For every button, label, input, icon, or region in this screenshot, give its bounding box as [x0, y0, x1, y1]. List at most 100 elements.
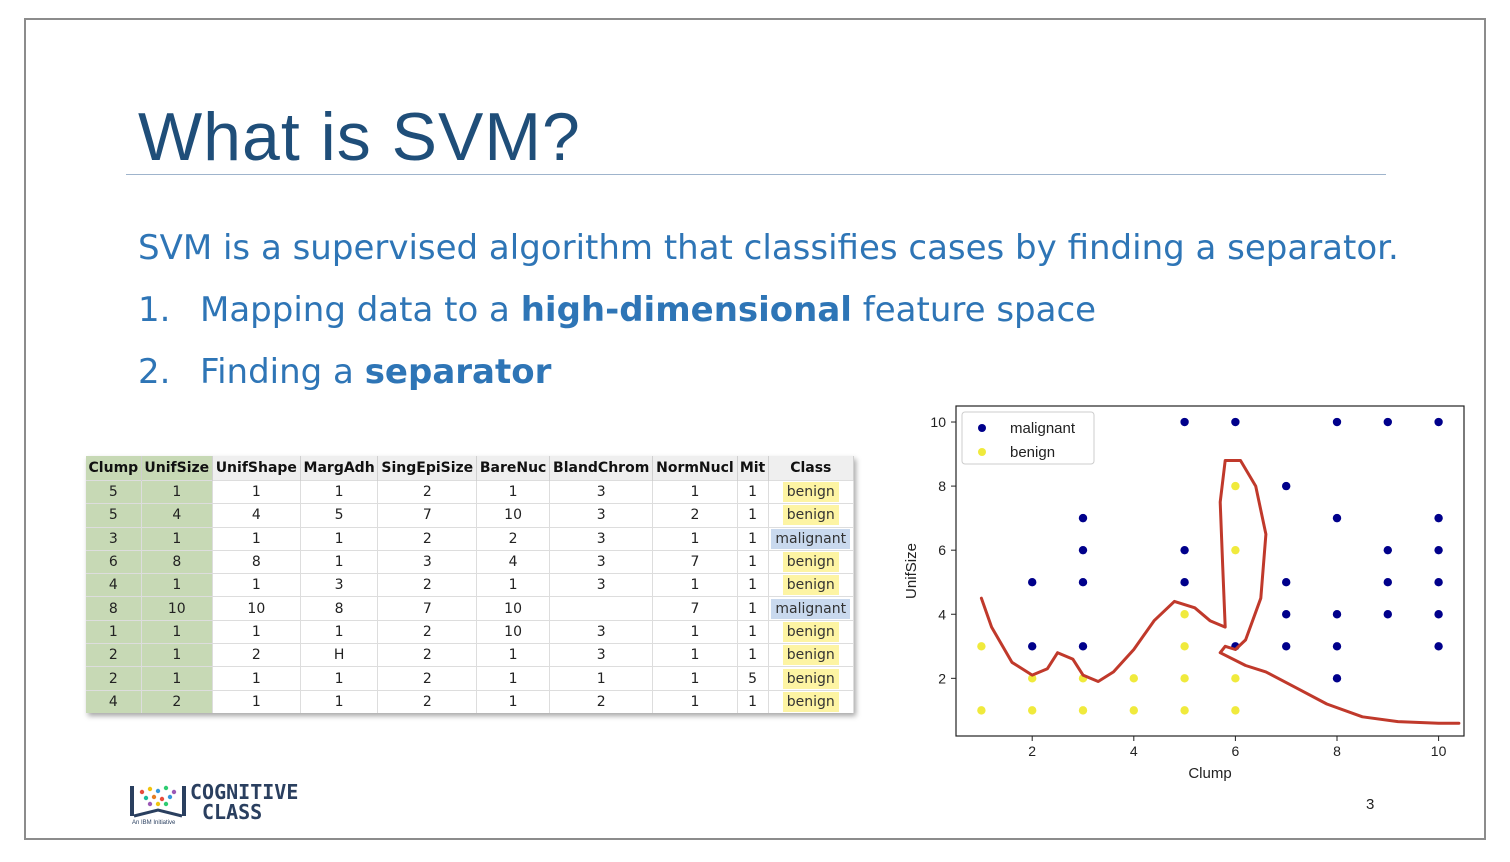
x-tick-label: 4 — [1130, 743, 1138, 759]
header-singepisize: SingEpiSize — [377, 456, 478, 481]
benign-point — [1129, 674, 1138, 683]
logo-icon — [130, 785, 186, 818]
class-label: malignant — [771, 528, 851, 549]
table-row: 2 1 1 1 2 1 1 1 5 benign — [86, 666, 855, 691]
table-row: 2 1 2 H 2 1 3 1 1 benign — [86, 643, 855, 667]
cell-mit: 5 — [737, 666, 769, 691]
table-row: 1 1 1 1 2 10 3 1 1 benign — [86, 619, 855, 644]
cognitive-class-logo: COGNITIVE CLASS An IBM Initiative — [128, 782, 308, 832]
cell-blandchrom: 3 — [549, 479, 654, 504]
header-barenuc: BareNuc — [476, 456, 551, 481]
malignant-point — [1028, 642, 1037, 651]
cell-blandchrom: 3 — [549, 573, 654, 597]
cell-class: benign — [768, 666, 855, 691]
malignant-point — [1434, 513, 1443, 523]
cell-unifsize: 1 — [141, 479, 213, 504]
cell-clump: 5 — [86, 479, 142, 504]
class-label: benign — [782, 575, 839, 596]
cell-clump: 8 — [86, 596, 142, 621]
malignant-point — [1434, 545, 1443, 555]
table-row: 5 1 1 1 2 1 3 1 1 benign — [86, 479, 855, 504]
cell-clump: 2 — [86, 643, 142, 667]
x-tick-label: 8 — [1333, 743, 1341, 759]
benign-point — [1180, 642, 1189, 651]
header-unifsize: UnifSize — [141, 456, 213, 481]
benign-point — [1231, 481, 1240, 491]
cell-barenuc: 10 — [476, 596, 551, 621]
header-normnucl: NormNucl — [652, 456, 738, 481]
malignant-point — [1332, 513, 1342, 523]
benign-point — [1078, 706, 1088, 715]
cell-barenuc: 10 — [476, 619, 551, 644]
class-label: benign — [782, 645, 839, 666]
malignant-point — [1383, 417, 1392, 427]
malignant-point — [1078, 545, 1088, 555]
legend-box — [961, 411, 1095, 465]
cell-clump: 6 — [86, 549, 142, 574]
step-1-text-bold: high-dimensional — [520, 290, 852, 330]
header-blandchrom: BlandChrom — [549, 456, 654, 481]
benign-point — [1180, 674, 1189, 683]
cell-singepisize: 3 — [377, 549, 478, 574]
malignant-point — [1434, 642, 1443, 651]
benign-point — [1231, 706, 1240, 715]
x-tick-label: 2 — [1028, 743, 1036, 759]
cell-margadh: 8 — [300, 596, 379, 621]
page-number: 3 — [1366, 796, 1375, 813]
malignant-point — [1332, 674, 1342, 683]
cell-class: malignant — [768, 526, 855, 551]
cell-clump: 3 — [86, 526, 142, 551]
cancer-data-table: Clump UnifSize UnifShape MargAdh SingEpi… — [86, 456, 855, 713]
cell-margadh: 1 — [300, 549, 379, 574]
cell-unifsize: 1 — [141, 619, 213, 644]
svm-scatter-chart: 2 4 6 8 10 2 4 6 8 10 Clump UnifSize malignant benign — [903, 405, 1465, 782]
malignant-point — [1434, 417, 1443, 427]
step-1-number: 1. — [138, 290, 171, 330]
malignant-point — [1434, 610, 1443, 619]
cell-barenuc: 1 — [476, 479, 551, 504]
cell-blandchrom: 3 — [549, 549, 654, 574]
logo-line-1: COGNITIVE — [190, 780, 299, 804]
cell-blandchrom: 3 — [549, 643, 654, 667]
benign-point — [1180, 610, 1189, 619]
class-label: benign — [782, 621, 839, 642]
cell-mit: 1 — [737, 573, 769, 597]
benign-point — [1180, 706, 1189, 715]
cell-unifsize: 1 — [141, 643, 213, 667]
malignant-point — [1078, 578, 1088, 587]
cell-unifsize: 1 — [141, 573, 213, 597]
cell-singepisize: 7 — [377, 503, 478, 528]
cell-blandchrom: 1 — [549, 666, 654, 691]
cell-unifshape: 1 — [212, 689, 301, 713]
header-mit: Mit — [737, 456, 769, 481]
cell-blandchrom — [549, 596, 654, 621]
cell-blandchrom: 3 — [549, 503, 654, 528]
cell-barenuc: 2 — [476, 526, 551, 551]
class-label: benign — [782, 505, 839, 526]
malignant-point — [1180, 417, 1189, 427]
step-1-text-post: feature space — [851, 290, 1097, 330]
step-1: 1. Mapping data to a high-dimensional fea… — [138, 290, 1096, 330]
cell-mit: 1 — [737, 549, 769, 574]
malignant-point — [1028, 578, 1037, 587]
malignant-point — [1231, 417, 1240, 427]
cell-unifshape: 8 — [212, 549, 301, 574]
malignant-point — [1180, 578, 1189, 587]
malignant-point — [1180, 545, 1189, 555]
cell-unifsize: 1 — [141, 666, 213, 691]
cell-barenuc: 4 — [476, 549, 551, 574]
header-clump: Clump — [86, 456, 142, 481]
cell-unifsize: 1 — [141, 526, 213, 551]
cell-class: benign — [768, 573, 855, 597]
y-tick-label: 10 — [930, 414, 946, 430]
cell-unifshape: 4 — [212, 503, 301, 528]
slide-title: What is SVM? — [138, 99, 581, 175]
malignant-point — [1332, 642, 1342, 651]
malignant-point — [1434, 578, 1443, 587]
title-underline — [126, 174, 1386, 175]
table-row: 4 2 1 1 2 1 2 1 1 benign — [86, 689, 855, 713]
cell-normnucl: 1 — [652, 479, 738, 504]
benign-point — [1129, 706, 1138, 715]
cell-singepisize: 2 — [377, 666, 478, 691]
cell-unifshape: 1 — [212, 666, 301, 691]
